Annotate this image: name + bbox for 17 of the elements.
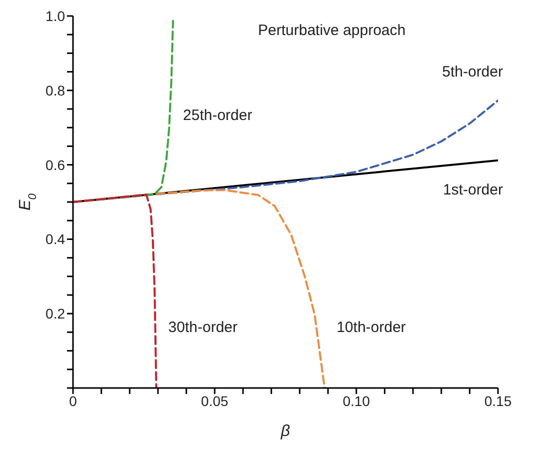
line-series <box>73 194 158 388</box>
series-label: 25th-order <box>183 106 252 124</box>
y-tick-label: 0.8 <box>46 82 66 98</box>
y-tick-label: 1.0 <box>46 8 66 24</box>
x-tick-label: 0.10 <box>342 392 370 409</box>
x-axis-title: β <box>280 423 290 440</box>
y-tick-label: 0.4 <box>46 231 66 248</box>
series-label: 10th-order <box>336 318 406 336</box>
series-label: 30th-order <box>168 318 238 336</box>
y-tick-label: 0.2 <box>46 306 66 322</box>
x-tick-label: 0.05 <box>201 392 229 409</box>
chart-title: Perturbative approach <box>258 22 406 39</box>
x-tick-label: 0 <box>69 392 78 409</box>
x-tick-label: 0.15 <box>484 392 512 409</box>
y-tick-label: 0.6 <box>46 156 66 173</box>
series-label: 1st-order <box>442 181 503 198</box>
series-label: 5th-order <box>442 63 503 80</box>
